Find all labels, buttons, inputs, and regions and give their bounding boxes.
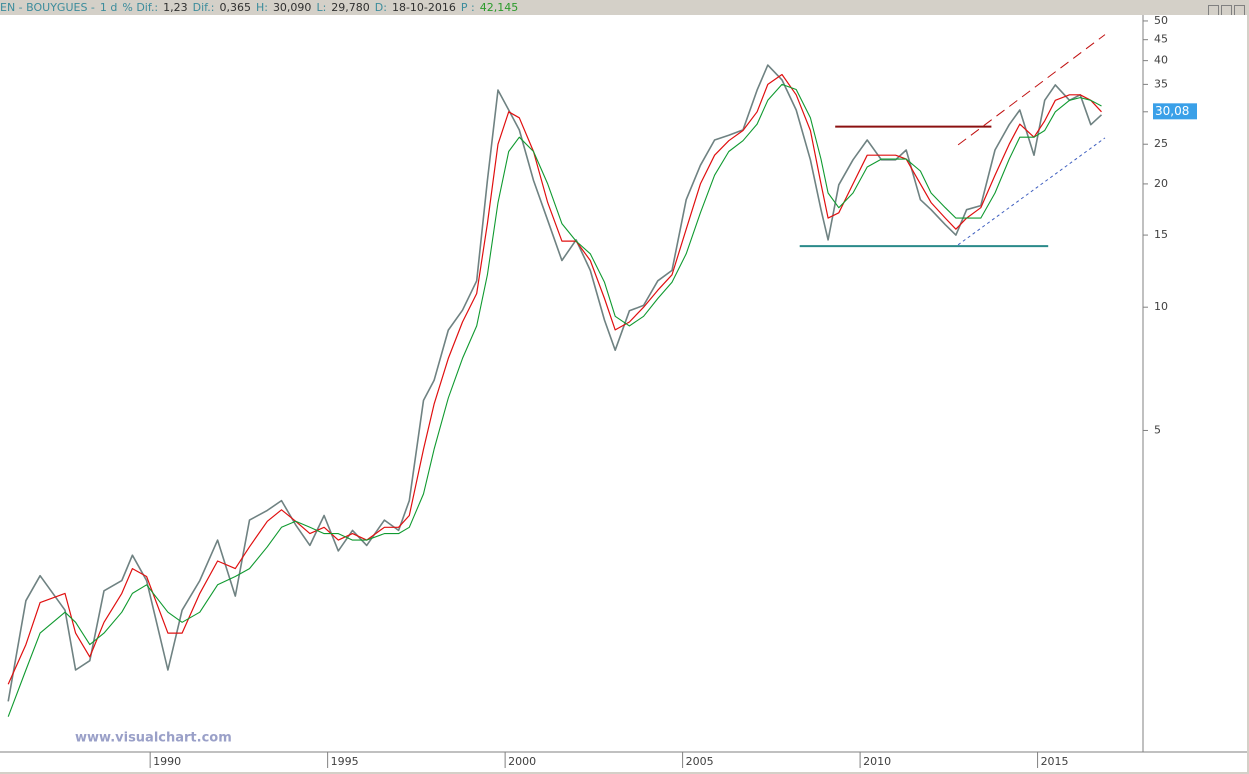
- series-line: [7, 83, 1102, 717]
- field-value: 29,780: [331, 1, 370, 14]
- y-tick-label: 40: [1154, 54, 1168, 67]
- last-price-box: [1153, 103, 1197, 120]
- field-label: Dif.:: [192, 1, 215, 14]
- x-tick-label: 2000: [508, 755, 536, 768]
- field-value: 42,145: [479, 1, 519, 14]
- field-value: 30,090: [272, 1, 312, 14]
- field-label: H:: [255, 1, 268, 14]
- y-tick-label: 25: [1154, 137, 1168, 150]
- symbol: EN - BOUYGUES -: [0, 1, 95, 14]
- field-label: L:: [316, 1, 327, 14]
- series-line: [957, 137, 1106, 246]
- last-price-label: 30,08: [1155, 104, 1189, 118]
- field-value: 18-10-2016: [391, 1, 456, 14]
- x-tick-label: 2010: [863, 755, 891, 768]
- y-tick-label: 20: [1154, 177, 1168, 190]
- y-tick-label: 35: [1154, 77, 1168, 90]
- y-tick-label: 45: [1154, 33, 1168, 46]
- series-line: [7, 73, 1102, 685]
- window-buttons: [1206, 1, 1245, 20]
- x-tick-label: 2005: [686, 755, 714, 768]
- x-tick-label: 1995: [331, 755, 359, 768]
- y-axis-area: [1143, 15, 1247, 752]
- period: 1 d: [99, 1, 118, 14]
- field-value: 1,23: [163, 1, 188, 14]
- series-line: [7, 64, 1103, 702]
- field-label: % Dif.:: [122, 1, 159, 14]
- plot-area: [0, 15, 1143, 752]
- y-tick-label: 50: [1154, 14, 1168, 27]
- field-label: P :: [460, 1, 475, 14]
- series-line: [957, 34, 1106, 146]
- x-tick-label: 1990: [153, 755, 181, 768]
- field-label: D:: [374, 1, 387, 14]
- y-tick-label: 5: [1154, 423, 1161, 436]
- field-value: 0,365: [219, 1, 251, 14]
- watermark: www.visualchart.com: [75, 731, 232, 746]
- y-tick-label: 15: [1154, 228, 1168, 241]
- y-tick-label: 10: [1154, 300, 1168, 313]
- x-tick-label: 2015: [1041, 755, 1069, 768]
- header-bar: EN - BOUYGUES - 1 d % Dif.: 1,23 Dif.: 0,365 H…: [0, 0, 1249, 15]
- x-axis-area: [0, 752, 1247, 772]
